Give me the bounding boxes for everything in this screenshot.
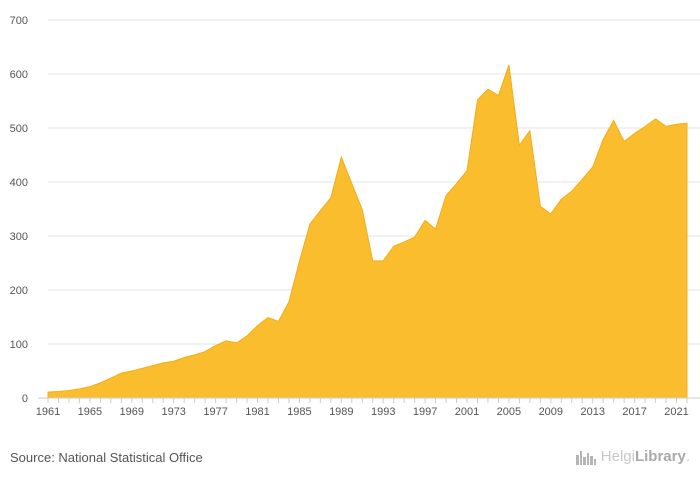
y-tick-label: 600 xyxy=(10,69,28,81)
x-tick-label: 1977 xyxy=(203,406,227,418)
brand-dot: . xyxy=(685,448,690,465)
gridlines xyxy=(48,19,700,345)
y-tick-label: 0 xyxy=(22,393,28,405)
y-tick-label: 700 xyxy=(10,15,28,27)
x-tick-label: 1989 xyxy=(329,406,353,418)
helgi-library-logo: Helgi Library. xyxy=(575,448,690,465)
y-tick-label: 100 xyxy=(10,339,28,351)
area-series xyxy=(47,64,688,399)
y-axis-ticks: 0 100 200 300 400 500 600 700 xyxy=(10,15,28,405)
source-note: Source: National Statistical Office xyxy=(10,450,203,465)
x-tick-label: 1973 xyxy=(161,406,185,418)
x-tick-label: 2001 xyxy=(455,406,479,418)
brand-name-light: Helgi xyxy=(600,448,635,465)
x-tick-label: 2005 xyxy=(497,406,521,418)
x-tick-label: 1981 xyxy=(245,406,269,418)
x-tick-label: 1965 xyxy=(78,406,102,418)
y-tick-label: 400 xyxy=(10,177,28,189)
x-tick-label: 1993 xyxy=(371,406,395,418)
x-tick-label: 1997 xyxy=(413,406,437,418)
y-tick-label: 500 xyxy=(10,123,28,135)
x-tick-label: 2017 xyxy=(622,406,646,418)
y-tick-label: 200 xyxy=(10,285,28,297)
brand-name-bold: Library xyxy=(634,448,686,465)
y-tick-label: 300 xyxy=(10,231,28,243)
x-tick-label: 2013 xyxy=(580,406,604,418)
x-axis-ticks: 1961 1965 1969 1973 1977 1981 1985 1989 1993 1997… xyxy=(36,398,689,418)
x-tick-label: 1961 xyxy=(36,406,60,418)
x-tick-label: 2009 xyxy=(539,406,563,418)
x-tick-label: 2021 xyxy=(664,406,688,418)
x-tick-label: 1985 xyxy=(287,406,311,418)
x-tick-label: 1969 xyxy=(120,406,144,418)
skyline-icon xyxy=(575,450,596,465)
